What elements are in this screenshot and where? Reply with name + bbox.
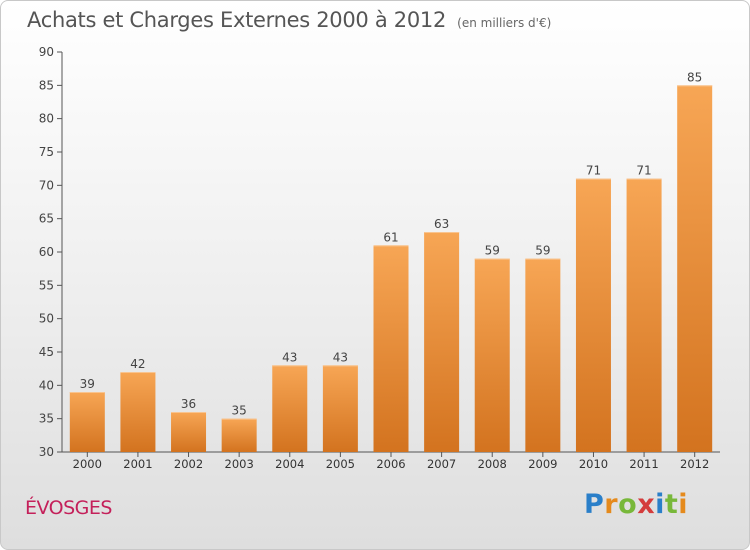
bar <box>120 372 156 452</box>
x-tick-label: 2003 <box>225 457 254 471</box>
logo-letter: t <box>664 489 679 520</box>
x-tick-label: 2004 <box>275 457 304 471</box>
bar-value-label: 35 <box>232 404 247 418</box>
x-tick-label: 2005 <box>326 457 355 471</box>
x-tick-label: 2001 <box>123 457 152 471</box>
x-tick-label: 2010 <box>579 457 608 471</box>
bar <box>424 232 460 452</box>
y-tick-label: 55 <box>39 278 54 292</box>
x-tick-label: 2009 <box>528 457 557 471</box>
chart-subtitle: (en milliers d'€) <box>457 16 552 30</box>
bar-value-label: 36 <box>181 397 196 411</box>
x-tick-label: 2000 <box>73 457 102 471</box>
bar <box>677 85 713 452</box>
bar <box>171 412 207 452</box>
y-tick-label: 75 <box>39 145 54 159</box>
chart-title: Achats et Charges Externes 2000 à 2012 <box>27 8 447 32</box>
bar-value-label: 43 <box>333 350 348 364</box>
bar <box>272 365 308 452</box>
logo-letter: x <box>637 489 656 520</box>
y-tick-label: 30 <box>39 445 54 459</box>
commune-name: ÉVOSGES <box>25 497 112 519</box>
y-tick-label: 45 <box>39 345 54 359</box>
bar <box>69 392 105 452</box>
x-tick-label: 2007 <box>427 457 456 471</box>
y-tick-label: 60 <box>39 245 54 259</box>
bar-value-label: 42 <box>130 357 145 371</box>
bar <box>626 178 662 452</box>
bar-value-label: 39 <box>80 377 95 391</box>
bar-value-label: 61 <box>383 230 398 244</box>
y-tick-label: 90 <box>39 45 54 59</box>
bar-value-label: 59 <box>485 244 500 258</box>
bar <box>474 258 510 452</box>
bar <box>373 245 409 452</box>
bar-value-label: 63 <box>434 217 449 231</box>
x-tick-label: 2011 <box>629 457 658 471</box>
bar <box>322 365 358 452</box>
x-tick-label: 2008 <box>478 457 507 471</box>
bar <box>525 258 561 452</box>
bar <box>221 418 257 452</box>
x-tick-label: 2012 <box>680 457 709 471</box>
y-tick-label: 65 <box>39 212 54 226</box>
logo-letter: r <box>604 489 619 520</box>
x-tick-label: 2002 <box>174 457 203 471</box>
y-tick-label: 35 <box>39 412 54 426</box>
y-tick-label: 70 <box>39 178 54 192</box>
bar-value-label: 43 <box>282 350 297 364</box>
y-tick-label: 80 <box>39 112 54 126</box>
logo-letter: P <box>584 489 605 520</box>
bar-value-label: 85 <box>687 70 702 84</box>
logo-letter: i <box>655 489 665 520</box>
x-tick-label: 2006 <box>376 457 405 471</box>
y-tick-label: 40 <box>39 378 54 392</box>
bar-value-label: 71 <box>586 164 601 178</box>
y-tick-label: 50 <box>39 312 54 326</box>
proxiti-logo: Proxiti <box>584 489 688 520</box>
bar-value-label: 71 <box>636 164 651 178</box>
bar-value-label: 59 <box>535 244 550 258</box>
chart-title-block: Achats et Charges Externes 2000 à 2012 (… <box>27 8 551 32</box>
bar <box>575 178 611 452</box>
logo-letter: i <box>678 489 689 520</box>
y-tick-label: 85 <box>39 78 54 92</box>
logo-letter: o <box>618 489 638 520</box>
